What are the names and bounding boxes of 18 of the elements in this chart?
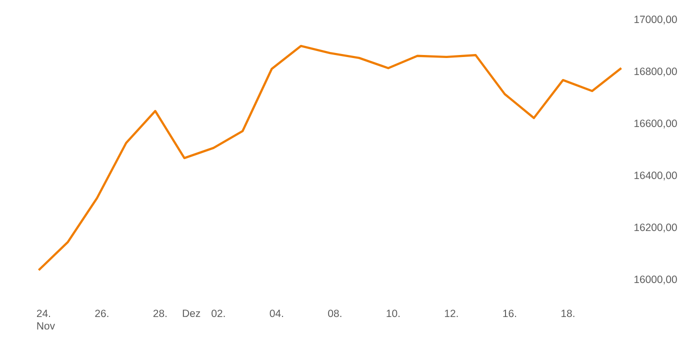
x-tick-label: 28.: [153, 310, 167, 318]
x-tick-label: 02.: [212, 310, 225, 318]
x-tick-label: 24. Nov: [36, 310, 55, 330]
x-tick-label: 16.: [503, 310, 516, 318]
line-series: [38, 44, 622, 272]
y-tick-label: 16800,00: [634, 68, 677, 76]
x-tick-label: 08.: [328, 310, 342, 318]
y-tick-label: 16000,00: [634, 276, 677, 284]
x-tick-label: 04.: [270, 310, 284, 318]
y-tick-label: 16400,00: [634, 172, 677, 180]
y-tick-label: 16200,00: [634, 224, 677, 232]
y-tick-label: 16600,00: [634, 120, 677, 128]
x-tick-label: 26.: [95, 310, 108, 318]
x-tick-label: Dez: [182, 310, 200, 317]
x-tick-label: 18.: [562, 310, 574, 318]
y-tick-label: 17000,00: [634, 16, 677, 24]
x-tick-label: 12.: [444, 310, 458, 317]
x-tick-label: 10.: [386, 310, 400, 318]
